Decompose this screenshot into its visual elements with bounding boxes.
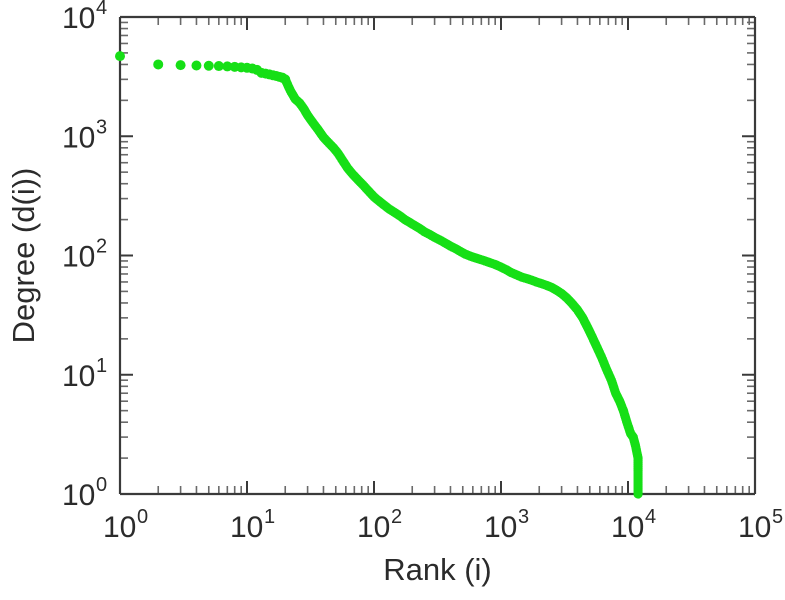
x-axis-title: Rank (i): [383, 552, 492, 587]
x-tick-label-3-mantissa: 10: [484, 511, 517, 544]
data-point: [153, 59, 164, 70]
x-tick-label-0-mantissa: 10: [103, 511, 136, 544]
y-tick-label-3-mantissa: 10: [62, 121, 95, 154]
y-tick-label-3: 10 3: [62, 116, 107, 154]
data-point: [213, 61, 224, 72]
y-tick-label-2-mantissa: 10: [62, 241, 95, 274]
data-point: [633, 489, 643, 499]
y-tick-label-0-mantissa: 10: [62, 479, 95, 512]
data-point: [115, 51, 125, 62]
y-tick-label-4-exponent: 4: [96, 0, 107, 19]
axis-titles: Rank (i) Degree (d(i)): [6, 168, 492, 587]
axis-box: [118, 15, 757, 496]
y-tick-label-4-mantissa: 10: [62, 2, 95, 35]
x-tick-label-0-exponent: 0: [137, 506, 148, 528]
data-point: [203, 60, 214, 71]
x-tick-label-0: 10 0: [103, 506, 148, 544]
y-axis-title: Degree (d(i)): [6, 168, 41, 344]
y-tick-label-2-exponent: 2: [96, 236, 107, 258]
x-tick-label-4-exponent: 4: [645, 506, 656, 528]
x-tick-label-3-exponent: 3: [518, 506, 529, 528]
x-tick-label-5: 10 5: [738, 506, 783, 544]
x-tick-label-5-mantissa: 10: [738, 511, 771, 544]
x-tick-label-4: 10 4: [611, 506, 656, 544]
y-tick-label-1-exponent: 1: [96, 355, 107, 377]
y-tick-label-0-exponent: 0: [96, 474, 107, 496]
y-tick-label-1-mantissa: 10: [62, 360, 95, 393]
y-tick-label-3-exponent: 3: [96, 116, 107, 138]
x-tick-label-1: 10 1: [230, 506, 275, 544]
x-tick-label-1-exponent: 1: [264, 506, 275, 528]
y-tick-label-4: 10 4: [62, 0, 107, 35]
data-point: [175, 60, 186, 71]
x-tick-label-2-exponent: 2: [391, 506, 402, 528]
x-tick-label-5-exponent: 5: [772, 506, 783, 528]
x-tick-label-3: 10 3: [484, 506, 529, 544]
data-points: [115, 51, 643, 499]
x-tick-label-2: 10 2: [357, 506, 402, 544]
data-point: [222, 61, 233, 72]
data-point: [191, 60, 202, 71]
x-tick-label-4-mantissa: 10: [611, 511, 644, 544]
y-tick-label-2: 10 2: [62, 236, 107, 274]
y-tick-label-1: 10 1: [62, 355, 107, 393]
axis-ticks: [119, 16, 756, 495]
x-tick-label-1-mantissa: 10: [230, 511, 263, 544]
axis-tick-labels: 10 0 10 1 10 2 10 3 10 4 10 510 010 110 210 310 4: [62, 0, 783, 544]
y-tick-label-0: 10 0: [62, 474, 107, 512]
x-tick-label-2-mantissa: 10: [357, 511, 390, 544]
